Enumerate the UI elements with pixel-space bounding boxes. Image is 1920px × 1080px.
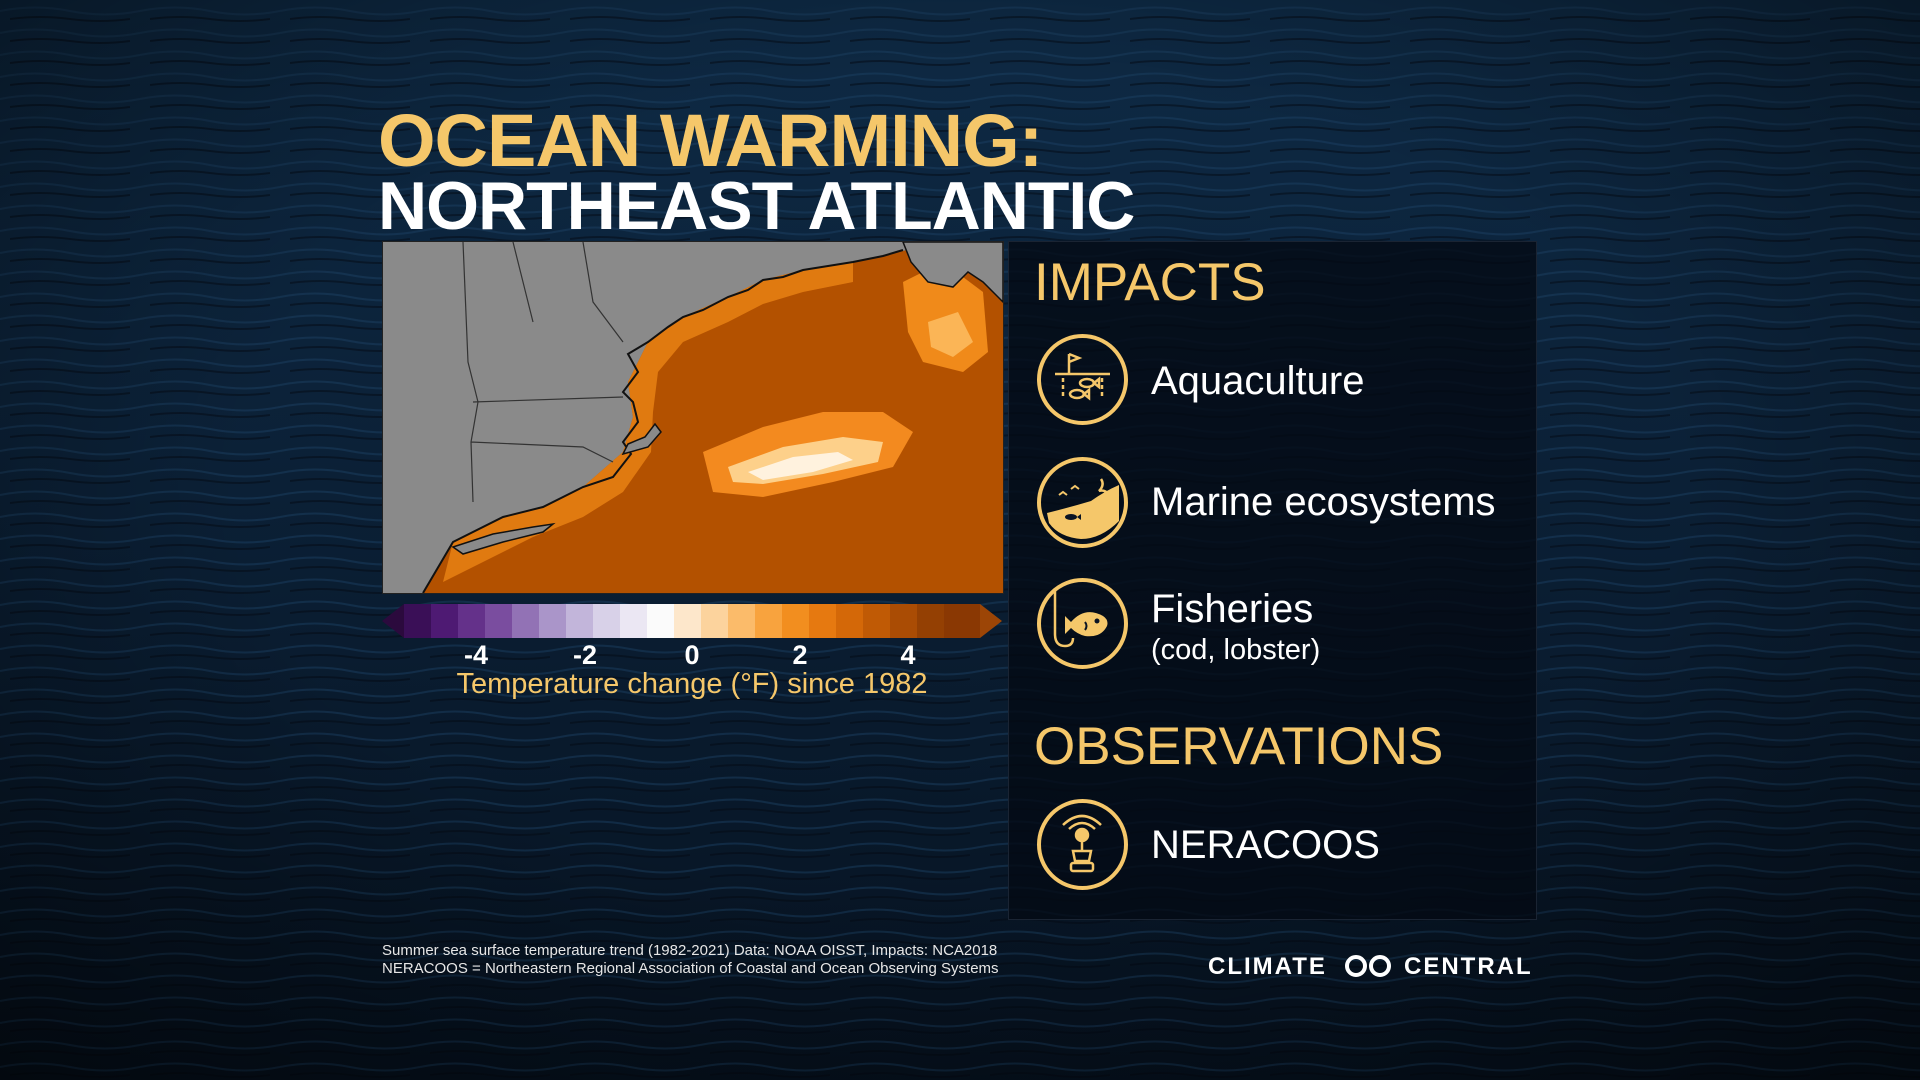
fish-hook-icon — [1037, 578, 1128, 669]
state-borders — [462, 242, 624, 503]
cape-cod — [621, 422, 662, 456]
logo-text-right: CENTRAL — [1404, 953, 1533, 980]
long-island — [451, 522, 556, 555]
coastline — [422, 249, 904, 593]
colorbar-tick-neg4: -4 — [463, 640, 488, 670]
colorbar-tick-0: 0 — [684, 640, 700, 670]
impact-label-marine-ecosystems: Marine ecosystems — [1151, 480, 1496, 524]
aquaculture-icon — [1037, 334, 1128, 425]
colorbar-swatches — [404, 604, 980, 638]
impact-sub-fisheries: (cod, lobster) — [1151, 634, 1321, 666]
title-line-1: OCEAN WARMING: — [378, 99, 1043, 182]
footnote-source: Summer sea surface temperature trend (19… — [382, 942, 998, 959]
logo-text-left: CLIMATE — [1208, 953, 1327, 980]
buoy-icon — [1037, 799, 1128, 890]
sst-trend-map — [382, 241, 1004, 594]
coastal-band — [443, 262, 853, 582]
logo-mark-icon — [1345, 955, 1391, 977]
colorbar-label: Temperature change (°F) since 1982 — [456, 668, 928, 700]
impact-label-fisheries: Fisheries — [1151, 587, 1314, 631]
hot-spot-white — [748, 452, 853, 480]
colorbar-tick-4: 4 — [900, 640, 916, 670]
observations-heading: OBSERVATIONS — [1034, 717, 1444, 776]
title-line-2: NORTHEAST ATLANTIC — [378, 168, 1135, 244]
colorbar — [382, 604, 1002, 638]
footnote-neracoos: NERACOOS = Northeastern Regional Associa… — [382, 960, 999, 977]
impact-label-aquaculture: Aquaculture — [1151, 359, 1365, 403]
observation-label-neracoos: NERACOOS — [1151, 823, 1380, 867]
climate-central-logo: CLIMATE CENTRAL — [1208, 951, 1536, 981]
marine-ecosystem-icon — [1037, 457, 1128, 548]
colorbar-tick-2: 2 — [792, 640, 808, 670]
colorbar-tick-neg2: -2 — [572, 640, 597, 670]
nova-scotia-land — [902, 242, 1003, 304]
impacts-heading: IMPACTS — [1034, 253, 1266, 312]
warm-patch-east-core — [928, 312, 973, 357]
